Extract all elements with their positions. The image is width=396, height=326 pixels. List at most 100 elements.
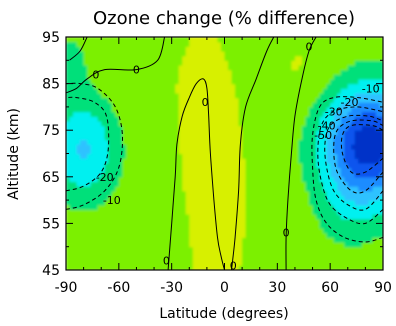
contour-fill-cell [94, 153, 99, 159]
contour-fill-cell [242, 242, 247, 248]
contour-fill-cell [132, 102, 138, 108]
contour-fill-cell [316, 50, 321, 57]
contour-fill-cell [76, 102, 81, 108]
contour-fill-cell [185, 102, 190, 108]
contour-fill-cell [217, 139, 222, 145]
contour-fill-cell [256, 237, 261, 243]
contour-fill-cell [284, 55, 289, 61]
contour-fill-cell [224, 125, 229, 131]
contour-fill-cell [139, 181, 145, 187]
contour-fill-cell [161, 116, 166, 122]
contour-fill-cell [115, 256, 120, 262]
contour-fill-cell [259, 242, 264, 248]
contour-fill-cell [277, 158, 282, 164]
contour-fill-cell [316, 265, 321, 270]
contour-fill-cell [379, 69, 383, 75]
contour-fill-cell [298, 116, 303, 122]
contour-fill-cell [235, 139, 240, 145]
contour-label: 0 [306, 40, 313, 53]
contour-fill-cell [196, 242, 201, 248]
contour-fill-cell [340, 41, 345, 47]
contour-fill-cell [309, 237, 314, 243]
contour-fill-cell [326, 162, 331, 169]
contour-fill-cell [245, 260, 250, 266]
contour-fill-cell [94, 176, 99, 183]
contour-fill-cell [379, 120, 383, 127]
contour-fill-cell [175, 102, 180, 108]
contour-fill-cell [104, 256, 109, 262]
contour-fill-cell [143, 246, 148, 252]
contour-fill-cell [242, 181, 247, 187]
contour-fill-cell [365, 60, 370, 66]
contour-fill-cell [178, 97, 183, 103]
contour-fill-cell [220, 265, 226, 270]
contour-fill-cell [305, 172, 310, 178]
contour-fill-cell [291, 74, 296, 80]
contour-fill-cell [69, 83, 74, 89]
contour-fill-cell [354, 260, 359, 266]
contour-fill-cell [372, 120, 377, 127]
contour-fill-cell [224, 200, 229, 206]
contour-fill-cell [365, 46, 370, 52]
contour-fill-cell [139, 50, 145, 57]
contour-fill-cell [104, 176, 109, 183]
contour-fill-cell [150, 251, 155, 257]
contour-fill-cell [154, 97, 159, 103]
contour-fill-cell [273, 265, 278, 270]
contour-fill-cell [340, 195, 345, 201]
contour-fill-cell [185, 158, 190, 164]
contour-line-0 [69, 37, 88, 61]
contour-fill-cell [175, 214, 180, 220]
contour-fill-cell [238, 153, 243, 159]
contour-fill-cell [104, 134, 109, 141]
contour-fill-cell [266, 209, 271, 215]
contour-fill-cell [213, 74, 219, 80]
contour-fill-cell [344, 260, 349, 266]
contour-fill-cell [83, 41, 88, 47]
contour-fill-cell [354, 134, 359, 141]
contour-fill-cell [210, 74, 215, 80]
contour-fill-cell [104, 195, 109, 201]
contour-fill-cell [259, 46, 264, 52]
contour-fill-cell [344, 102, 349, 108]
contour-fill-cell [319, 176, 324, 183]
contour-fill-cell [270, 209, 275, 215]
contour-fill-cell [235, 153, 240, 159]
contour-fill-cell [175, 120, 180, 127]
contour-fill-cell [309, 242, 314, 248]
contour-fill-cell [252, 172, 257, 178]
contour-fill-cell [347, 144, 352, 150]
contour-fill-cell [80, 153, 85, 159]
contour-fill-cell [97, 116, 102, 122]
contour-fill-cell [270, 120, 275, 127]
contour-fill-cell [196, 181, 201, 187]
contour-fill-cell [280, 158, 285, 164]
contour-fill-cell [372, 214, 377, 220]
contour-fill-cell [192, 41, 197, 47]
contour-fill-cell [287, 242, 293, 248]
contour-fill-cell [326, 176, 331, 183]
contour-fill-cell [161, 111, 166, 117]
contour-fill-cell [259, 218, 264, 224]
contour-fill-cell [277, 172, 282, 178]
contour-fill-cell [326, 190, 331, 197]
contour-fill-cell [354, 200, 359, 206]
contour-fill-cell [263, 37, 268, 43]
contour-fill-cell [115, 148, 120, 155]
contour-fill-cell [125, 144, 130, 150]
contour-fill-cell [178, 228, 183, 234]
contour-fill-cell [252, 260, 257, 266]
contour-fill-cell [266, 134, 271, 141]
contour-fill-cell [326, 228, 331, 234]
contour-fill-cell [90, 88, 95, 94]
contour-fill-cell [312, 46, 317, 52]
contour-fill-cell [132, 69, 138, 75]
contour-fill-cell [118, 242, 123, 248]
contour-fill-cell [249, 111, 254, 117]
contour-fill-cell [238, 167, 243, 173]
contour-fill-cell [210, 186, 215, 192]
contour-fill-cell [375, 153, 381, 159]
contour-fill-cell [365, 69, 370, 75]
contour-fill-cell [330, 237, 335, 243]
contour-fill-cell [210, 204, 215, 211]
